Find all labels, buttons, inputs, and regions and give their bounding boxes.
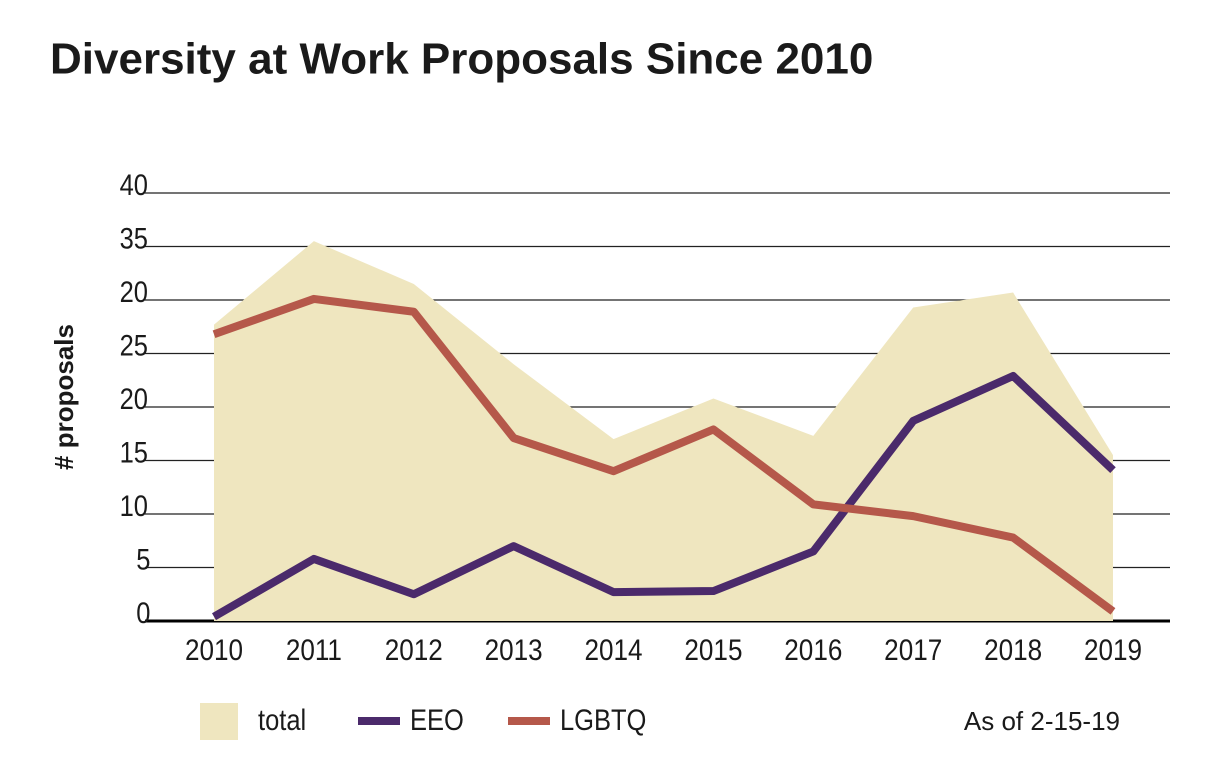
y-tick-label: 5	[136, 542, 150, 575]
x-tick-label: 2011	[286, 633, 342, 666]
y-tick-label: 20	[120, 275, 148, 308]
y-tick-label: 20	[120, 382, 148, 415]
legend-swatch	[200, 703, 238, 740]
y-tick-label: 25	[120, 328, 148, 361]
legend-label: LGBTQ	[560, 703, 646, 736]
y-axis-label: # proposals	[49, 324, 79, 470]
y-tick-label: 0	[136, 596, 150, 629]
line	[212, 294, 1116, 615]
x-tick-label: 2012	[385, 633, 443, 666]
x-tick-label: 2010	[185, 633, 243, 666]
x-tick-label: 2018	[984, 633, 1042, 666]
x-tick-label: 2017	[884, 633, 942, 666]
note: As of 2-15-19	[964, 706, 1120, 736]
chart-title: Diversity at Work Proposals Since 2010	[50, 35, 873, 84]
legend-label: EEO	[410, 703, 464, 736]
legend-label: total	[258, 703, 306, 736]
y-tick-label: 40	[120, 168, 148, 201]
y-tick-label: 15	[120, 435, 148, 468]
line	[211, 371, 1116, 621]
x-tick-label: 2014	[585, 633, 643, 666]
x-tick-label: 2016	[784, 633, 842, 666]
x-tick-label: 2019	[1084, 633, 1142, 666]
y-tick-label: 35	[120, 221, 148, 254]
plot-area: 0 5 10 15 20 25 20 35 40 2010 2011 2012 2013 2014 2015…	[120, 168, 1170, 740]
y-tick-label: 10	[120, 489, 148, 522]
area	[214, 241, 1113, 621]
x-tick-label: 2013	[485, 633, 543, 666]
x-tick-label: 2015	[684, 633, 742, 666]
